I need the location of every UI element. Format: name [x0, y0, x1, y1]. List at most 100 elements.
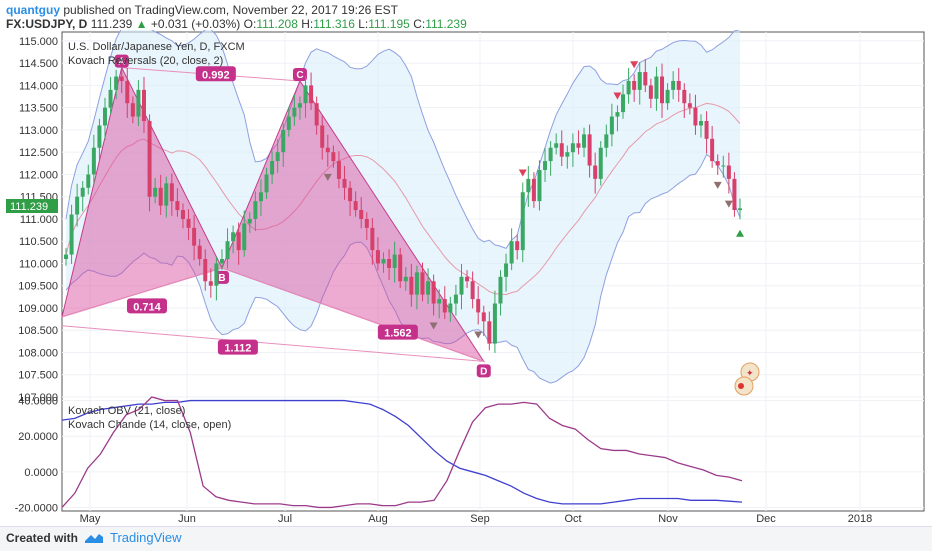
x-tick-label: Aug [368, 513, 388, 525]
candle-body [487, 321, 492, 344]
xd-line [61, 325, 484, 362]
candle-body [537, 169, 542, 202]
pattern-point-box [476, 364, 491, 378]
x-tick-label: Sep [470, 513, 490, 525]
symbol-label: FX:USDJPY, D [6, 17, 88, 31]
candle-body [726, 165, 731, 179]
candle-body [392, 254, 397, 268]
pattern-point-box [292, 67, 307, 81]
price-tick-label: 108.000 [18, 347, 58, 359]
candle-body [671, 80, 676, 90]
candle-body [721, 165, 726, 167]
candle-body [426, 281, 431, 295]
price-tick-label: 113.500 [19, 103, 58, 115]
candle-body [515, 241, 520, 251]
candle-body [570, 143, 575, 153]
oscillator-lines [61, 396, 743, 509]
candle-body [203, 259, 208, 282]
candle-body [197, 245, 202, 260]
price-tick-label: 110.000 [19, 258, 58, 270]
price-tick-label: 110.500 [19, 236, 58, 248]
candle-body [303, 85, 308, 104]
ratio-label: 0.714 [133, 301, 161, 313]
candle-body [364, 218, 369, 228]
candle-body [459, 276, 464, 295]
candle-body [554, 143, 559, 148]
candle-body [660, 76, 665, 104]
candle-body [281, 129, 286, 153]
candle-body [247, 218, 252, 224]
bd-line [221, 267, 484, 362]
pattern-point-label: A [118, 57, 125, 68]
candle-body [598, 147, 603, 179]
candle-body [637, 72, 642, 90]
candle-body [192, 227, 197, 246]
low-label: L: [358, 17, 369, 31]
osc-series-0 [61, 399, 743, 505]
price-tag [6, 199, 58, 213]
candle-body [375, 250, 380, 264]
candle-body [125, 80, 130, 104]
reversal-up-marker [474, 331, 483, 339]
price-tick-label: 114.000 [19, 80, 58, 92]
candle-body [604, 134, 609, 148]
pattern-point-label: C [296, 70, 303, 81]
candle-body [465, 276, 470, 282]
tradingview-brand[interactable]: TradingView [110, 530, 182, 545]
candle-body [342, 178, 347, 188]
candles [64, 59, 742, 353]
reversal-up-marker [713, 181, 722, 189]
pattern-point-label: B [218, 273, 225, 284]
x-tick-label: Jul [278, 513, 292, 525]
candle-body [219, 259, 224, 264]
candle-body [253, 201, 258, 219]
candle-body [548, 147, 553, 162]
candle-body [626, 80, 631, 95]
candle-body [665, 89, 670, 104]
candle-body [264, 174, 269, 193]
pattern-point-label: D [480, 366, 487, 377]
chart-area[interactable]: A B C D 0.992 0.714 1.562 1.112 115.000 114.500 1… [0, 22, 932, 526]
tradingview-logo-icon [85, 534, 103, 543]
ratio-label: 1.112 [224, 343, 251, 355]
pattern-point-box [114, 54, 129, 68]
price-tick-label: 113.000 [19, 125, 58, 137]
reversal-down-marker [518, 169, 527, 177]
candle-body [526, 178, 531, 193]
close-label: C: [413, 17, 426, 31]
candle-body [153, 187, 158, 197]
candle-body [559, 143, 564, 157]
close-value: 111.239 [425, 17, 467, 31]
candle-body [682, 89, 687, 104]
osc-tick-label: 20.0000 [18, 431, 58, 443]
osc-tick-label: 0.0000 [24, 467, 58, 479]
candle-body [91, 147, 96, 175]
candle-body [231, 232, 236, 242]
candle-body [442, 299, 447, 313]
footer: Created with TradingView [0, 526, 932, 551]
candle-body [353, 201, 358, 211]
open-value: 111.208 [256, 17, 298, 31]
candle-body [576, 143, 581, 148]
up-arrow-icon: ▲ [135, 17, 148, 31]
publish-line: quantguy published on TradingView.com, N… [6, 3, 398, 17]
created-with-label: Created with [6, 531, 79, 545]
candle-body [325, 147, 330, 153]
candle-body [481, 312, 486, 322]
reversal-up-marker [429, 322, 438, 330]
candle-body [214, 263, 219, 286]
candle-body [403, 276, 408, 282]
axis-labels: 115.000 114.500 114.000 113.500 113.000 112.5… [15, 36, 873, 525]
candle-body [699, 121, 704, 126]
indicator-pane[interactable] [61, 396, 925, 512]
osc-series-1 [61, 396, 743, 509]
candle-body [732, 178, 737, 211]
high-label: H: [301, 17, 314, 31]
x-tick-label: 2018 [848, 513, 872, 525]
pattern-point-box [214, 270, 229, 284]
candle-body [147, 121, 152, 197]
candle-body [381, 259, 386, 264]
author-link[interactable]: quantguy [6, 3, 60, 17]
candle-body [169, 183, 174, 202]
